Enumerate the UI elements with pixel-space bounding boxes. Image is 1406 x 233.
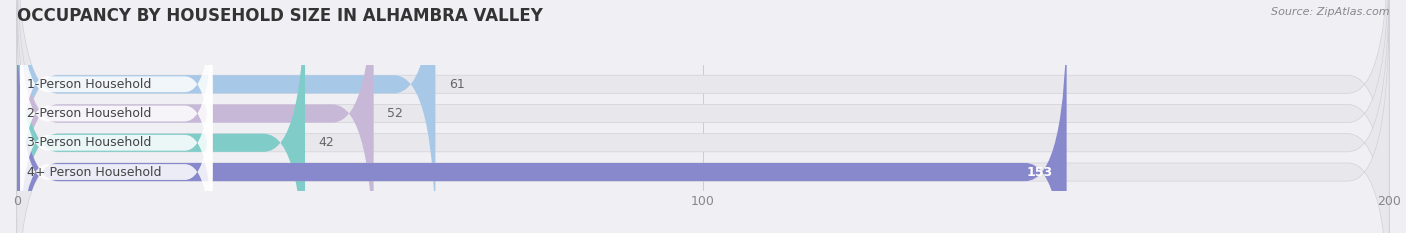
FancyBboxPatch shape [17,6,1389,233]
Text: Source: ZipAtlas.com: Source: ZipAtlas.com [1271,7,1389,17]
Text: 52: 52 [388,107,404,120]
Text: 1-Person Household: 1-Person Household [27,78,152,91]
Text: 42: 42 [319,136,335,149]
FancyBboxPatch shape [17,0,436,233]
FancyBboxPatch shape [17,0,305,233]
FancyBboxPatch shape [20,4,212,223]
FancyBboxPatch shape [17,0,1389,233]
FancyBboxPatch shape [17,0,1389,233]
FancyBboxPatch shape [17,6,1067,233]
Text: 153: 153 [1026,165,1053,178]
FancyBboxPatch shape [20,0,212,193]
Text: OCCUPANCY BY HOUSEHOLD SIZE IN ALHAMBRA VALLEY: OCCUPANCY BY HOUSEHOLD SIZE IN ALHAMBRA … [17,7,543,25]
FancyBboxPatch shape [17,0,374,233]
FancyBboxPatch shape [20,63,212,233]
Text: 4+ Person Household: 4+ Person Household [27,165,162,178]
Text: 61: 61 [449,78,465,91]
Text: 3-Person Household: 3-Person Household [27,136,152,149]
Text: 2-Person Household: 2-Person Household [27,107,152,120]
FancyBboxPatch shape [20,34,212,233]
FancyBboxPatch shape [17,0,1389,233]
